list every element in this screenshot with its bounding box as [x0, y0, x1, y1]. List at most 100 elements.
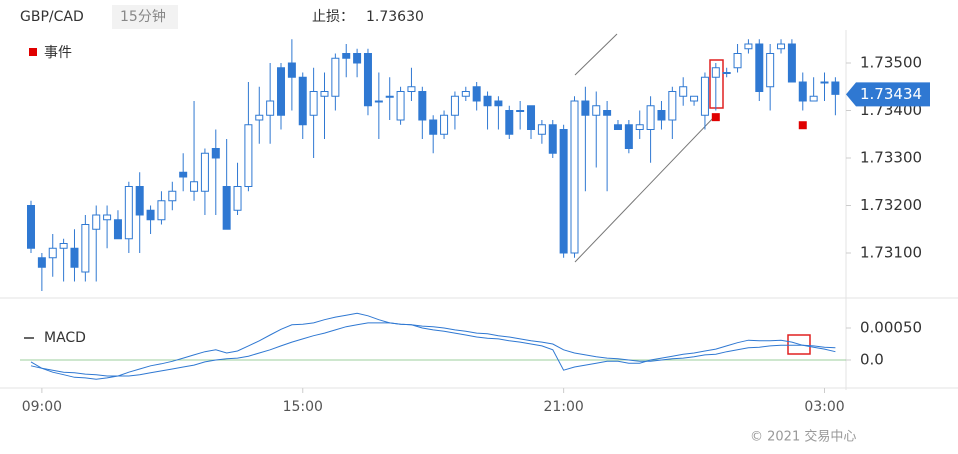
interval[interactable]: 15分钟	[120, 8, 166, 25]
candle-body	[461, 91, 470, 97]
candle-body	[537, 124, 546, 135]
candle-body	[168, 190, 177, 202]
candle-body	[744, 43, 753, 50]
copyright: © 2021 交易中心	[750, 429, 856, 445]
candle-body	[407, 86, 416, 92]
candle-body	[124, 186, 133, 240]
candle-body	[516, 110, 525, 112]
candle-body	[374, 100, 383, 103]
candle-body	[48, 247, 57, 259]
candle-body	[635, 124, 644, 130]
last-price-tag	[846, 82, 930, 107]
candle-body	[690, 95, 699, 102]
candle-body	[570, 100, 579, 254]
y-tick-label: 1.73200	[860, 196, 922, 214]
candle-body	[277, 67, 286, 116]
candle-body	[113, 219, 122, 240]
candle-body	[603, 110, 612, 116]
candle-body	[320, 91, 329, 97]
candle-body	[59, 243, 68, 249]
candle-body	[646, 105, 655, 130]
candle-body	[527, 105, 536, 130]
candle-body	[92, 214, 101, 230]
candle-body	[831, 81, 840, 95]
candle-body	[472, 86, 481, 102]
candle-body	[777, 43, 786, 50]
candle-body	[711, 67, 720, 78]
trend-line[interactable]	[574, 33, 618, 76]
candle-body	[668, 91, 677, 121]
candle-body	[494, 100, 503, 107]
candle-body	[733, 53, 742, 69]
candle-body	[287, 62, 296, 78]
candle-body	[440, 114, 449, 135]
candle-body	[211, 148, 220, 159]
candle-body	[418, 91, 427, 121]
y-tick-label: 1.73300	[860, 149, 922, 167]
candle-body	[298, 76, 307, 126]
candle-body	[200, 152, 209, 192]
event-marker	[798, 121, 807, 130]
macd-line	[30, 312, 836, 380]
candle-body	[342, 53, 351, 59]
candle-body	[353, 53, 362, 64]
candle-body	[581, 100, 590, 116]
legend-label: 事件	[44, 45, 72, 61]
stop-loss: 1.73630	[366, 9, 424, 25]
legend-label: MACD	[44, 330, 86, 346]
candle-body	[81, 224, 90, 273]
candle-body	[450, 95, 459, 116]
candle-body	[331, 57, 340, 97]
candle-body	[766, 53, 775, 88]
candle-body	[483, 95, 492, 107]
candle-body	[103, 214, 112, 221]
candle-body	[266, 100, 275, 116]
symbol: GBP/CAD	[20, 9, 84, 25]
candle-body	[70, 247, 79, 268]
y-tick-label: 0.0	[860, 351, 884, 369]
last-price-label: 1.73434	[860, 85, 922, 103]
candle-body	[396, 91, 405, 121]
trend-line[interactable]	[574, 114, 717, 263]
candle-body	[429, 119, 438, 135]
x-tick-label: 15:00	[283, 399, 323, 415]
candle-body	[309, 91, 318, 116]
stop-loss-label: 止损：	[312, 9, 354, 25]
candle-body	[787, 43, 796, 83]
candle-body	[157, 200, 166, 221]
highlight-box	[709, 59, 724, 109]
candle-body	[255, 114, 264, 121]
candle-body	[190, 181, 199, 192]
candle-body	[722, 72, 731, 74]
candle-body	[233, 186, 242, 211]
candle-body	[755, 43, 764, 92]
candle-body	[624, 124, 633, 149]
event-marker	[711, 113, 720, 122]
interval-box[interactable]	[112, 5, 178, 29]
candle-body	[505, 110, 514, 135]
highlight-box	[787, 334, 811, 355]
candle-body	[820, 81, 829, 84]
x-tick-label: 03:00	[804, 399, 844, 415]
candle-body	[244, 124, 253, 187]
candle-body	[135, 186, 144, 216]
candle-body	[385, 95, 394, 98]
candle-body	[146, 209, 155, 221]
y-tick-label: 0.00050	[860, 319, 922, 337]
y-tick-label: 1.73100	[860, 244, 922, 262]
candle-body	[548, 124, 557, 154]
y-tick-label: 1.73500	[860, 54, 922, 72]
legend-marker	[29, 48, 37, 56]
candle-body	[809, 95, 818, 102]
candle-body	[222, 186, 231, 230]
candle-body	[798, 81, 807, 102]
candle-body	[37, 257, 46, 268]
candle-body	[363, 53, 372, 107]
x-tick-label: 21:00	[543, 399, 583, 415]
x-tick-label: 09:00	[22, 399, 62, 415]
macd-line	[30, 322, 836, 377]
candle-body	[700, 76, 709, 116]
candle-body	[179, 171, 188, 178]
